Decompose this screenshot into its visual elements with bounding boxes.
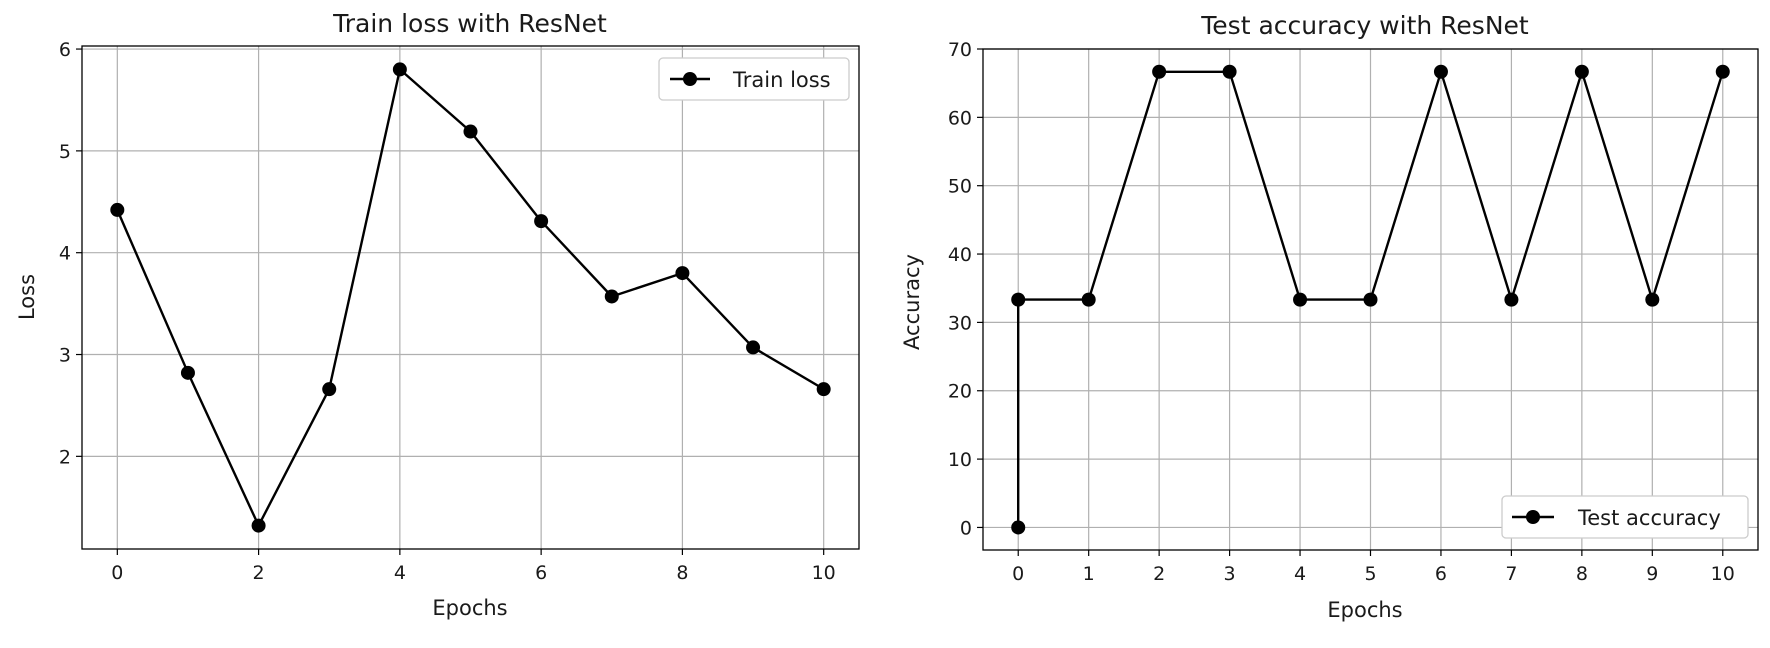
legend: Test accuracy (1501, 495, 1749, 539)
x-tick-label: 8 (1576, 563, 1588, 585)
series-train-loss (110, 62, 831, 533)
data-point (463, 124, 478, 139)
x-tick-label: 10 (812, 562, 836, 584)
data-point (746, 340, 761, 355)
y-tick-label: 50 (948, 176, 972, 198)
data-point (1645, 292, 1660, 307)
plot-frame (81, 45, 860, 550)
legend-label: Train loss (732, 68, 831, 92)
legend-label: Test accuracy (1577, 506, 1721, 530)
x-axis-label: Epochs (432, 596, 507, 620)
data-point (180, 365, 195, 380)
x-tick-label: 6 (1435, 563, 1447, 585)
data-point (1574, 64, 1589, 79)
axis-ticks: 0 2 4 6 8 10 2 3 4 5 6 (59, 39, 836, 584)
x-tick-label: 5 (1364, 563, 1376, 585)
y-tick-label: 5 (59, 141, 71, 163)
legend-marker-icon (1526, 510, 1540, 524)
axis-ticks: 0 1 2 3 4 5 6 7 8 9 10 0 10 20 30 40 50 60 70 (948, 39, 1735, 585)
y-tick-label: 10 (948, 449, 972, 471)
chart-title: Train loss with ResNet (332, 9, 607, 38)
data-point (1504, 292, 1519, 307)
data-point (1011, 520, 1026, 535)
y-tick-label: 70 (948, 39, 972, 61)
test-accuracy-panel: Test accuracy with ResNet 0 1 2 3 4 5 6 7 8 9 10 0 1… (900, 11, 1759, 622)
y-tick-label: 2 (59, 446, 71, 468)
x-tick-label: 8 (676, 562, 688, 584)
data-point (604, 289, 619, 304)
data-point (1715, 64, 1730, 79)
chart-title: Test accuracy with ResNet (1200, 11, 1529, 40)
data-point (1152, 64, 1167, 79)
series-test-accuracy (1011, 64, 1730, 535)
y-axis-label: Accuracy (900, 254, 924, 350)
data-point (322, 382, 337, 397)
data-point (392, 62, 407, 77)
x-tick-label: 6 (535, 562, 547, 584)
data-point (1222, 64, 1237, 79)
train-loss-panel: Train loss with ResNet 0 2 4 6 8 10 2 3 4 5 6 Epoc… (15, 9, 860, 620)
data-point (1363, 292, 1378, 307)
y-tick-label: 0 (960, 517, 972, 539)
series-line (1017, 70, 1724, 528)
grid (82, 46, 859, 549)
x-tick-label: 0 (111, 562, 123, 584)
y-tick-label: 6 (59, 39, 71, 61)
data-point (1293, 292, 1308, 307)
data-point (1433, 64, 1448, 79)
x-tick-label: 2 (1153, 563, 1165, 585)
x-tick-label: 0 (1012, 563, 1024, 585)
y-tick-label: 30 (948, 312, 972, 334)
y-tick-label: 20 (948, 381, 972, 403)
x-tick-label: 4 (1294, 563, 1306, 585)
data-point (1081, 292, 1096, 307)
y-tick-label: 40 (948, 244, 972, 266)
x-tick-label: 1 (1083, 563, 1095, 585)
x-tick-label: 10 (1711, 563, 1735, 585)
x-tick-label: 2 (253, 562, 265, 584)
y-tick-label: 3 (59, 345, 71, 367)
y-tick-label: 4 (59, 243, 71, 265)
legend-box (658, 57, 850, 101)
y-tick-label: 60 (948, 107, 972, 129)
x-tick-label: 4 (394, 562, 406, 584)
x-tick-label: 7 (1505, 563, 1517, 585)
data-point (534, 214, 549, 229)
legend-marker-icon (683, 72, 697, 86)
x-tick-label: 9 (1646, 563, 1658, 585)
data-point (110, 202, 125, 217)
data-point (251, 518, 266, 533)
legend-box (1501, 495, 1749, 539)
x-tick-label: 3 (1224, 563, 1236, 585)
y-axis-label: Loss (15, 274, 39, 320)
legend: Train loss (658, 57, 850, 101)
data-point (675, 266, 690, 281)
data-point (1011, 292, 1026, 307)
x-axis-label: Epochs (1327, 598, 1402, 622)
data-point (816, 382, 831, 397)
